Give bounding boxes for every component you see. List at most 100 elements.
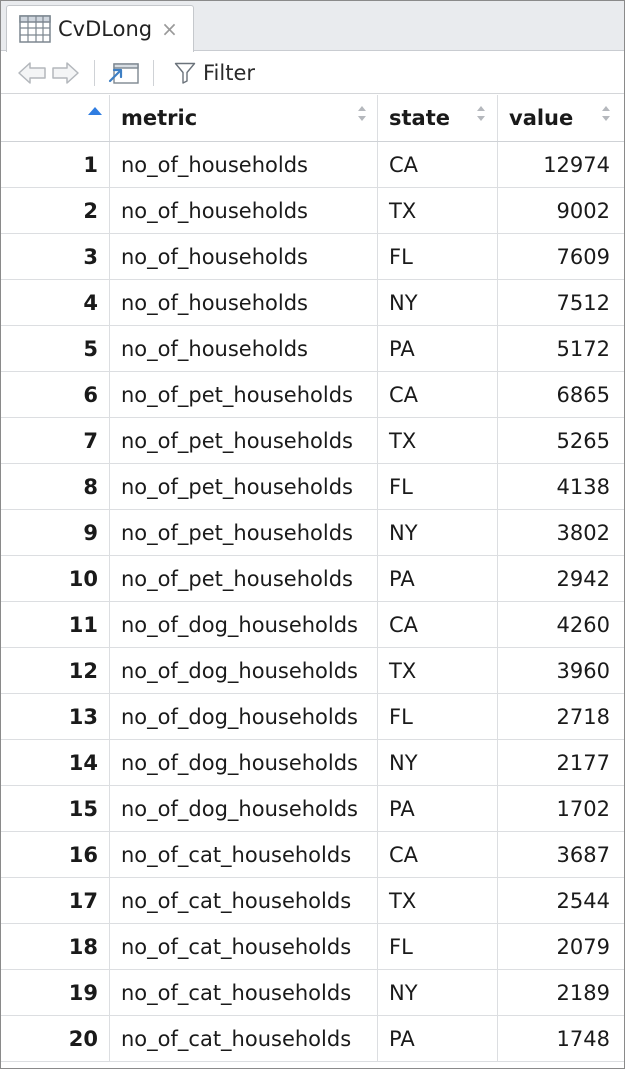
table-row[interactable]: 1 no_of_households CA 12974 [1,142,624,188]
value-cell[interactable]: 2942 [556,566,610,591]
state-cell[interactable]: CA [378,142,498,187]
row-index-cell[interactable]: 6 [1,372,110,417]
table-row[interactable]: 4 no_of_households NY 7512 [1,280,624,326]
row-index-cell[interactable]: 4 [1,280,110,325]
state-cell[interactable]: FL [378,464,498,509]
table-row[interactable]: 20 no_of_cat_households PA 1748 [1,1016,624,1062]
table-row[interactable]: 18 no_of_cat_households FL 2079 [1,924,624,970]
value-cell[interactable]: 2079 [556,934,610,959]
metric-cell[interactable]: no_of_pet_households [110,464,378,509]
state-cell[interactable]: FL [378,234,498,279]
table-row[interactable]: 15 no_of_dog_households PA 1702 [1,786,624,832]
metric-cell[interactable]: no_of_pet_households [110,372,378,417]
table-row[interactable]: 14 no_of_dog_households NY 2177 [1,740,624,786]
metric-cell[interactable]: no_of_dog_households [110,602,378,647]
value-cell[interactable]: 9002 [556,198,610,223]
value-cell[interactable]: 1702 [556,796,610,821]
value-cell[interactable]: 4260 [556,612,610,637]
state-cell[interactable]: PA [378,786,498,831]
value-cell[interactable]: 7609 [556,244,610,269]
popout-button[interactable] [108,59,140,87]
state-cell[interactable]: FL [378,924,498,969]
value-cell[interactable]: 5265 [556,428,610,453]
value-cell[interactable]: 4138 [556,474,610,499]
row-index-cell[interactable]: 7 [1,418,110,463]
metric-cell[interactable]: no_of_pet_households [110,418,378,463]
row-index-cell[interactable]: 1 [1,142,110,187]
metric-cell[interactable]: no_of_cat_households [110,832,378,877]
metric-cell[interactable]: no_of_pet_households [110,556,378,601]
metric-cell[interactable]: no_of_cat_households [110,1016,378,1061]
row-index-cell[interactable]: 18 [1,924,110,969]
state-cell[interactable]: NY [378,510,498,555]
state-cell[interactable]: FL [378,694,498,739]
state-cell[interactable]: NY [378,280,498,325]
state-cell[interactable]: TX [378,648,498,693]
row-index-cell[interactable]: 20 [1,1016,110,1061]
metric-cell[interactable]: no_of_households [110,188,378,233]
table-row[interactable]: 17 no_of_cat_households TX 2544 [1,878,624,924]
value-cell[interactable]: 1748 [556,1026,610,1051]
metric-cell[interactable]: no_of_pet_households [110,510,378,555]
table-row[interactable]: 2 no_of_households TX 9002 [1,188,624,234]
row-index-header[interactable] [1,95,110,141]
value-cell[interactable]: 6865 [556,382,610,407]
value-cell[interactable]: 2177 [556,750,610,775]
column-header-metric[interactable]: metric [110,95,378,141]
back-button[interactable] [16,60,48,86]
row-index-cell[interactable]: 11 [1,602,110,647]
value-cell[interactable]: 2544 [556,888,610,913]
table-row[interactable]: 13 no_of_dog_households FL 2718 [1,694,624,740]
value-cell[interactable]: 5172 [556,336,610,361]
value-cell[interactable]: 2718 [556,704,610,729]
metric-cell[interactable]: no_of_cat_households [110,970,378,1015]
state-cell[interactable]: NY [378,740,498,785]
value-cell[interactable]: 3960 [556,658,610,683]
state-cell[interactable]: TX [378,418,498,463]
tab-cvdlong[interactable]: CvDLong × [6,5,194,52]
table-row[interactable]: 11 no_of_dog_households CA 4260 [1,602,624,648]
state-cell[interactable]: PA [378,556,498,601]
state-cell[interactable]: TX [378,878,498,923]
metric-cell[interactable]: no_of_households [110,326,378,371]
row-index-cell[interactable]: 10 [1,556,110,601]
state-cell[interactable]: PA [378,1016,498,1061]
metric-cell[interactable]: no_of_cat_households [110,878,378,923]
table-row[interactable]: 16 no_of_cat_households CA 3687 [1,832,624,878]
value-cell[interactable]: 12974 [543,152,610,177]
row-index-cell[interactable]: 16 [1,832,110,877]
table-row[interactable]: 7 no_of_pet_households TX 5265 [1,418,624,464]
table-row[interactable]: 12 no_of_dog_households TX 3960 [1,648,624,694]
metric-cell[interactable]: no_of_households [110,280,378,325]
table-row[interactable]: 10 no_of_pet_households PA 2942 [1,556,624,602]
metric-cell[interactable]: no_of_dog_households [110,648,378,693]
forward-button[interactable] [51,60,81,86]
table-row[interactable]: 9 no_of_pet_households NY 3802 [1,510,624,556]
row-index-cell[interactable]: 15 [1,786,110,831]
column-header-value[interactable]: value [498,95,622,141]
state-cell[interactable]: CA [378,372,498,417]
column-header-state[interactable]: state [378,95,498,141]
metric-cell[interactable]: no_of_households [110,142,378,187]
table-row[interactable]: 6 no_of_pet_households CA 6865 [1,372,624,418]
metric-cell[interactable]: no_of_dog_households [110,694,378,739]
table-row[interactable]: 5 no_of_households PA 5172 [1,326,624,372]
filter-button[interactable]: Filter [174,61,255,85]
value-cell[interactable]: 2189 [556,980,610,1005]
metric-cell[interactable]: no_of_households [110,234,378,279]
state-cell[interactable]: TX [378,188,498,233]
row-index-cell[interactable]: 9 [1,510,110,555]
state-cell[interactable]: CA [378,602,498,647]
row-index-cell[interactable]: 19 [1,970,110,1015]
table-row[interactable]: 3 no_of_households FL 7609 [1,234,624,280]
state-cell[interactable]: PA [378,326,498,371]
row-index-cell[interactable]: 2 [1,188,110,233]
row-index-cell[interactable]: 12 [1,648,110,693]
row-index-cell[interactable]: 17 [1,878,110,923]
row-index-cell[interactable]: 5 [1,326,110,371]
row-index-cell[interactable]: 3 [1,234,110,279]
row-index-cell[interactable]: 13 [1,694,110,739]
metric-cell[interactable]: no_of_dog_households [110,740,378,785]
close-icon[interactable]: × [161,17,178,41]
row-index-cell[interactable]: 14 [1,740,110,785]
